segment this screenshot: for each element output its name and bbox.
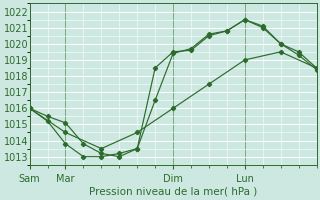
X-axis label: Pression niveau de la mer( hPa ): Pression niveau de la mer( hPa ) xyxy=(89,187,257,197)
